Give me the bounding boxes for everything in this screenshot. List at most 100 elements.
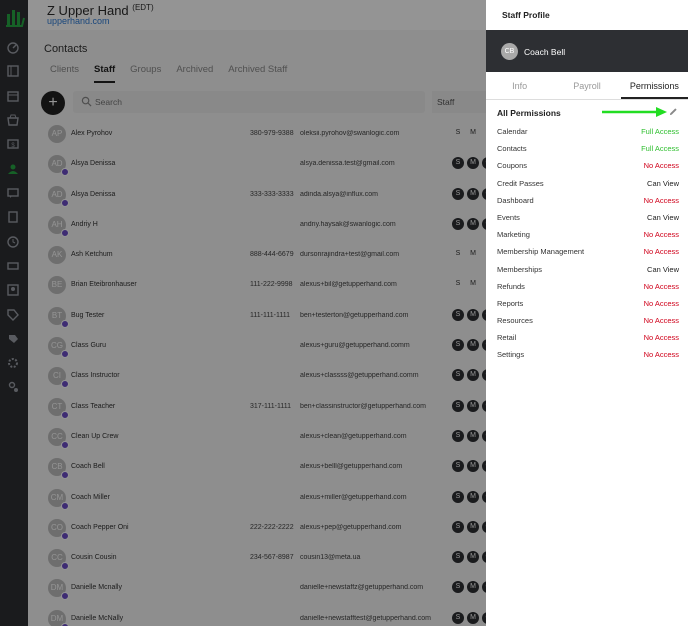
table-row[interactable]: CI Class Instructor alexus+classss@getuppe… [28, 362, 486, 392]
table-row[interactable]: BE Brian Eteibronhauser 111-222-9998 alexus… [28, 271, 486, 301]
store-icon[interactable] [6, 113, 20, 127]
avatar: CC [48, 427, 69, 449]
permission-row: Membership Management No Access [497, 244, 679, 261]
contact-phone: 888-444-6679 [250, 251, 294, 259]
table-row[interactable]: CO Coach Pepper Oni 222-222-2222 alexus+pep… [28, 514, 486, 544]
contact-phone: 111-111-1111 [250, 311, 290, 319]
staff-badge-icon [61, 471, 69, 480]
permission-value: No Access [643, 230, 679, 240]
modal-overlay[interactable] [0, 0, 486, 626]
contacts-icon[interactable] [6, 162, 20, 176]
search-input[interactable] [95, 95, 395, 109]
avatar: AD [48, 155, 69, 177]
role-tag-m: M [467, 581, 479, 594]
tab-clients[interactable]: Clients [50, 64, 80, 75]
tab-info[interactable]: Info [512, 81, 528, 91]
table-row[interactable]: CC Cousin Cousin 234-567-8987 cousin13@meta… [28, 544, 486, 574]
role-tag-m: M [467, 429, 479, 442]
coupon-icon[interactable] [6, 332, 20, 346]
permission-label: Coupons [497, 161, 528, 171]
add-contact-button[interactable]: + [41, 91, 65, 115]
staff-badge-icon [61, 501, 69, 510]
money-icon[interactable]: $ [6, 137, 20, 151]
permission-label: Resources [497, 316, 533, 326]
permission-label: Marketing [497, 230, 530, 240]
user-settings-icon[interactable] [6, 380, 20, 394]
permission-row: Events Can View [497, 210, 679, 227]
table-row[interactable]: AK Ash Ketchum 888-444-6679 dursonrajindra+… [28, 241, 486, 271]
tab-archived[interactable]: Archived [176, 64, 214, 75]
role-tag-c: C [482, 157, 486, 170]
contact-name: Cousin Cousin [71, 554, 117, 562]
permission-label: Retail [497, 333, 517, 343]
clock-icon[interactable] [6, 235, 20, 249]
permission-value: No Access [643, 333, 679, 343]
permission-value: No Access [643, 281, 679, 291]
table-row[interactable]: DM Danielle McNally danielle+newstafftest@… [28, 605, 486, 626]
avatar: CM [48, 488, 69, 510]
tab-groups[interactable]: Groups [130, 64, 162, 75]
role-tag-s: S [452, 611, 464, 624]
calendar-icon[interactable] [6, 89, 20, 103]
table-row[interactable]: CB Coach Bell alexus+belll@getupperhand.co… [28, 453, 486, 483]
permission-value: Can View [647, 264, 679, 274]
role-tag-m: M [467, 339, 479, 352]
staff-badge-icon [61, 319, 69, 328]
contact-name: Alsya Denissa [71, 190, 116, 198]
role-tag-m: M [467, 551, 479, 564]
permission-label: Reports [497, 298, 524, 308]
ticket-icon[interactable] [6, 259, 20, 273]
table-row[interactable]: AD Alsya Denissa 333-333-3333 adinda.alsya@… [28, 181, 486, 211]
table-row[interactable]: CC Clean Up Crew alexus+clean@getupperhand… [28, 423, 486, 453]
staff-badge-icon [61, 350, 69, 359]
tag-icon[interactable] [6, 308, 20, 322]
role-tag-c: C [482, 217, 486, 230]
role-tag-c: C [482, 187, 486, 200]
table-row[interactable]: AP Alex Pyrohov 380-979-9388 oleksii.pyroho… [28, 120, 486, 150]
tab-permissions[interactable]: Permissions [620, 72, 688, 99]
contact-phone: 317-111-1111 [250, 402, 291, 410]
table-row[interactable]: BT Bug Tester 111-111-1111 ben+testerton@ge… [28, 302, 486, 332]
staff-badge-icon [61, 198, 69, 207]
business-url[interactable]: upperhand.com [47, 16, 110, 26]
table-row[interactable]: CG Class Guru alexus+guru@getupperhand.com… [28, 332, 486, 362]
book-icon[interactable] [6, 64, 20, 78]
membership-icon[interactable] [6, 283, 20, 297]
permissions-section-title: All Permissions [497, 108, 561, 118]
tab-staff[interactable]: Staff [94, 64, 116, 83]
role-tag-c: C [482, 429, 486, 442]
avatar: DM [48, 609, 69, 626]
chat-icon[interactable] [6, 186, 20, 200]
staff-profile-bar: CB Coach Bell [486, 30, 688, 72]
tab-archived-staff[interactable]: Archived Staff [228, 64, 288, 75]
role-tag-s: S [455, 129, 461, 136]
permission-row: Coupons No Access [497, 158, 679, 175]
avatar: CB [501, 43, 518, 60]
table-row[interactable]: CM Coach Miller alexus+miller@getupperhand… [28, 484, 486, 514]
reports-icon[interactable] [6, 210, 20, 224]
contacts-page: Contacts Clients Staff Groups Archived Archi… [28, 30, 486, 626]
role-tag-m: M [467, 187, 479, 200]
permission-row: Credit Passes Can View [497, 176, 679, 193]
green-arrow-annotation [602, 107, 667, 117]
contact-email: alexus+pep@getupperhand.com [300, 523, 402, 531]
settings-icon[interactable] [6, 356, 20, 370]
table-row[interactable]: DM Danielle Mcnally danielle+newstaffz@get… [28, 574, 486, 604]
role-tag-c: C [482, 611, 486, 624]
table-row[interactable]: AD Alsya Denissa alsya.denissa.test@gmail.… [28, 150, 486, 180]
contact-name: Brian Eteibronhauser [71, 281, 137, 289]
dashboard-icon[interactable] [6, 40, 20, 54]
permission-value: No Access [643, 350, 679, 360]
tab-payroll[interactable]: Payroll [573, 81, 601, 91]
avatar: CT [48, 397, 69, 419]
pencil-edit-icon[interactable] [669, 107, 678, 116]
staff-filter-select[interactable]: Staff [432, 91, 486, 113]
table-row[interactable]: CT Class Teacher 317-111-1111 ben+classinst… [28, 393, 486, 423]
upper-hand-logo[interactable] [4, 4, 26, 30]
permission-label: Refunds [497, 281, 525, 291]
role-tag-s: S [452, 520, 464, 533]
permission-row: Marketing No Access [497, 227, 679, 244]
permission-value: No Access [643, 161, 679, 171]
permission-row: Contacts Full Access [497, 141, 679, 158]
